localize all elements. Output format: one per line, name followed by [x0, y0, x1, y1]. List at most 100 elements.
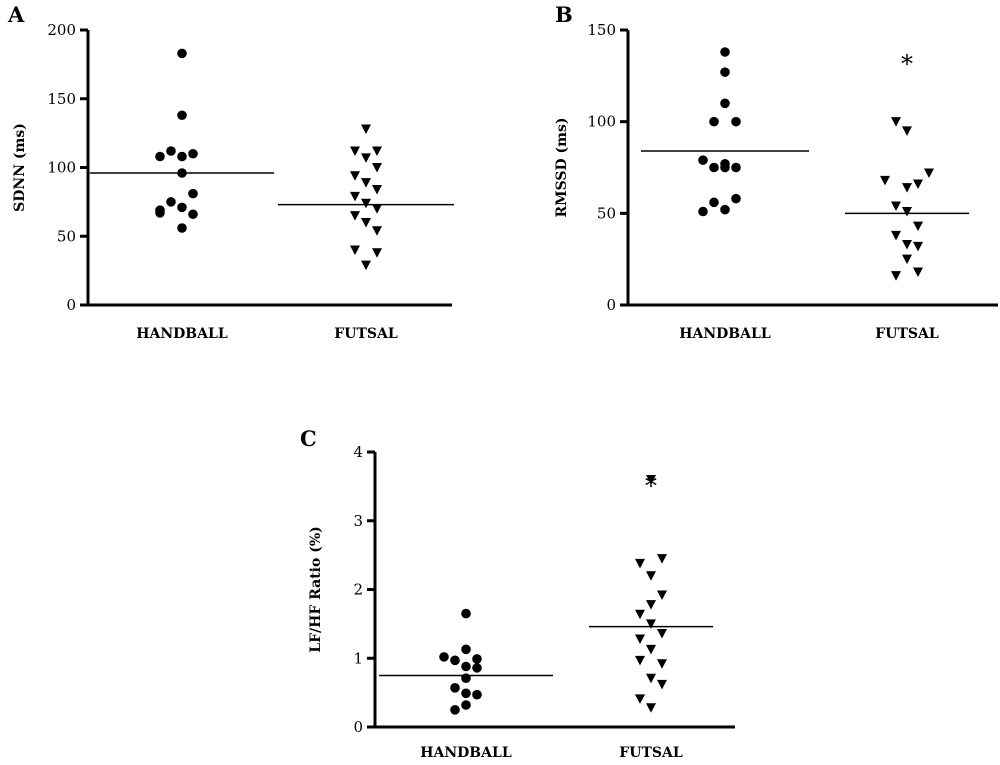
panel-c-category-label: HANDBALL — [420, 745, 512, 761]
panel-c-data-point-handball — [461, 644, 471, 655]
panel-c-data-point-futsal — [635, 694, 645, 704]
panel-b-letter: B — [555, 2, 573, 27]
panel-c-data-point-futsal — [646, 644, 656, 655]
panel-c-data-point-handball — [461, 688, 471, 699]
panel-c-y-tick-label: 4 — [353, 443, 363, 461]
panel-c-data-point-handball — [461, 700, 471, 710]
panel-a-data-point-handball — [188, 209, 198, 220]
panel-c-category-label: FUTSAL — [619, 745, 683, 761]
panel-a-data-point-futsal — [372, 204, 382, 214]
panel-a-data-point-futsal — [350, 245, 360, 255]
panel-c-data-point-handball — [450, 655, 460, 666]
panel-c-data-point-futsal — [635, 558, 645, 569]
panel-b-significance-marker: * — [901, 50, 913, 78]
panel-b-data-point-futsal — [913, 241, 923, 252]
panel-a-data-point-futsal — [372, 163, 382, 173]
panel-a-data-point-futsal — [372, 146, 382, 156]
panel-c-data-point-futsal — [657, 554, 667, 564]
panel-a-data-point-futsal — [372, 185, 382, 195]
panel-b-category-label: FUTSAL — [875, 326, 939, 342]
panel-a-data-point-futsal — [350, 211, 360, 221]
panel-b-data-point-futsal — [902, 126, 912, 136]
panel-a-y-axis-title: SDNN (ms) — [12, 123, 28, 212]
panel-c-data-point-futsal — [646, 475, 656, 485]
panel-b-data-point-futsal — [891, 271, 901, 281]
panel-a-data-point-handball — [177, 223, 187, 233]
panel-b-y-axis-title: RMSSD (ms) — [554, 117, 570, 217]
panel-a-data-point-futsal — [361, 260, 371, 271]
panel-a-data-point-futsal — [350, 171, 360, 181]
panel-a-data-point-handball — [177, 202, 187, 213]
panel-b-y-tick-label: 100 — [587, 113, 616, 131]
panel-c-y-tick-label: 3 — [353, 512, 363, 530]
panel-b-category-label: HANDBALL — [679, 326, 771, 342]
panel-c-data-point-handball — [461, 661, 471, 672]
panel-c-y-tick-label: 2 — [353, 581, 363, 599]
panel-c-data-point-futsal — [646, 571, 656, 581]
panel-b-data-point-futsal — [891, 230, 901, 241]
panel-c-data-point-futsal — [646, 619, 656, 629]
panel-a-y-tick-label: 200 — [47, 21, 76, 39]
panel-b-data-point-handball — [720, 47, 730, 57]
panel-c-data-point-futsal — [635, 655, 645, 666]
panel-a-data-point-handball — [188, 148, 198, 159]
panel-a-data-point-futsal — [350, 146, 360, 156]
panel-c-data-point-futsal — [635, 634, 645, 644]
panel-a-y-tick-label: 50 — [57, 227, 76, 245]
panel-b-data-point-futsal — [913, 221, 923, 232]
panel-a-data-point-handball — [155, 151, 165, 162]
panel-a-category-label: HANDBALL — [136, 326, 228, 342]
panel-c-data-point-handball — [472, 654, 482, 664]
panel-a-data-point-handball — [177, 48, 187, 59]
panel-b-data-point-futsal — [913, 267, 923, 277]
panel-b-data-point-futsal — [880, 175, 890, 186]
panel-a-data-point-handball — [177, 151, 187, 162]
panel-a-data-point-handball — [166, 146, 176, 156]
panel-b-data-point-handball — [720, 204, 730, 215]
panel-c-significance-marker: * — [645, 472, 657, 500]
panel-c-y-tick-label: 1 — [353, 649, 363, 667]
panel-c-y-tick-label: 0 — [353, 718, 363, 736]
panel-b-data-point-handball — [720, 67, 730, 77]
panel-a-data-point-handball — [188, 188, 198, 199]
panel-b-data-point-handball — [709, 116, 719, 127]
panel-c-data-point-futsal — [635, 609, 645, 620]
panel-c-data-point-futsal — [657, 590, 667, 600]
panel-a-data-point-futsal — [372, 248, 382, 258]
panel-b-data-point-handball — [731, 193, 741, 204]
panel-c-data-point-futsal — [657, 629, 667, 639]
panel-b-y-tick-label: 50 — [597, 204, 616, 222]
panel-b-data-point-handball — [698, 206, 708, 217]
panel-b-data-point-futsal — [902, 207, 912, 217]
panel-a-data-point-futsal — [361, 178, 371, 188]
panel-c-letter: C — [300, 426, 317, 451]
panel-b-y-tick-label: 150 — [587, 21, 616, 39]
panel-a-letter: A — [7, 2, 25, 27]
panel-b-data-point-handball — [709, 162, 719, 173]
panel-a-data-point-futsal — [361, 218, 371, 228]
panel-b-data-point-futsal — [891, 117, 901, 127]
panel-b-data-point-futsal — [913, 179, 923, 189]
panel-a-data-point-futsal — [361, 153, 371, 163]
panel-b-data-point-handball — [720, 162, 730, 173]
panel-a-data-point-futsal — [361, 124, 371, 134]
panel-b-data-point-futsal — [902, 254, 912, 265]
panel-a-y-tick-label: 0 — [66, 296, 76, 314]
panel-b-data-point-handball — [731, 162, 741, 173]
panel-a-y-tick-label: 100 — [47, 159, 76, 177]
panel-a-data-point-futsal — [372, 226, 382, 236]
panel-b-data-point-handball — [720, 98, 730, 109]
panel-a-data-point-handball — [166, 197, 176, 207]
panel-c-data-point-futsal — [646, 703, 656, 713]
panel-b-data-point-handball — [709, 197, 719, 208]
panel-b-data-point-futsal — [924, 168, 934, 178]
panel-c-data-point-handball — [461, 608, 471, 619]
panel-c-data-point-handball — [450, 683, 460, 693]
panel-c-data-point-futsal — [657, 659, 667, 669]
panel-a-data-point-handball — [155, 208, 165, 218]
panel-c-data-point-handball — [450, 705, 460, 715]
panel-c-y-axis-title: LF/HF Ratio (%) — [308, 526, 324, 653]
panel-a-data-point-handball — [177, 110, 187, 121]
panel-c-data-point-futsal — [646, 673, 656, 684]
